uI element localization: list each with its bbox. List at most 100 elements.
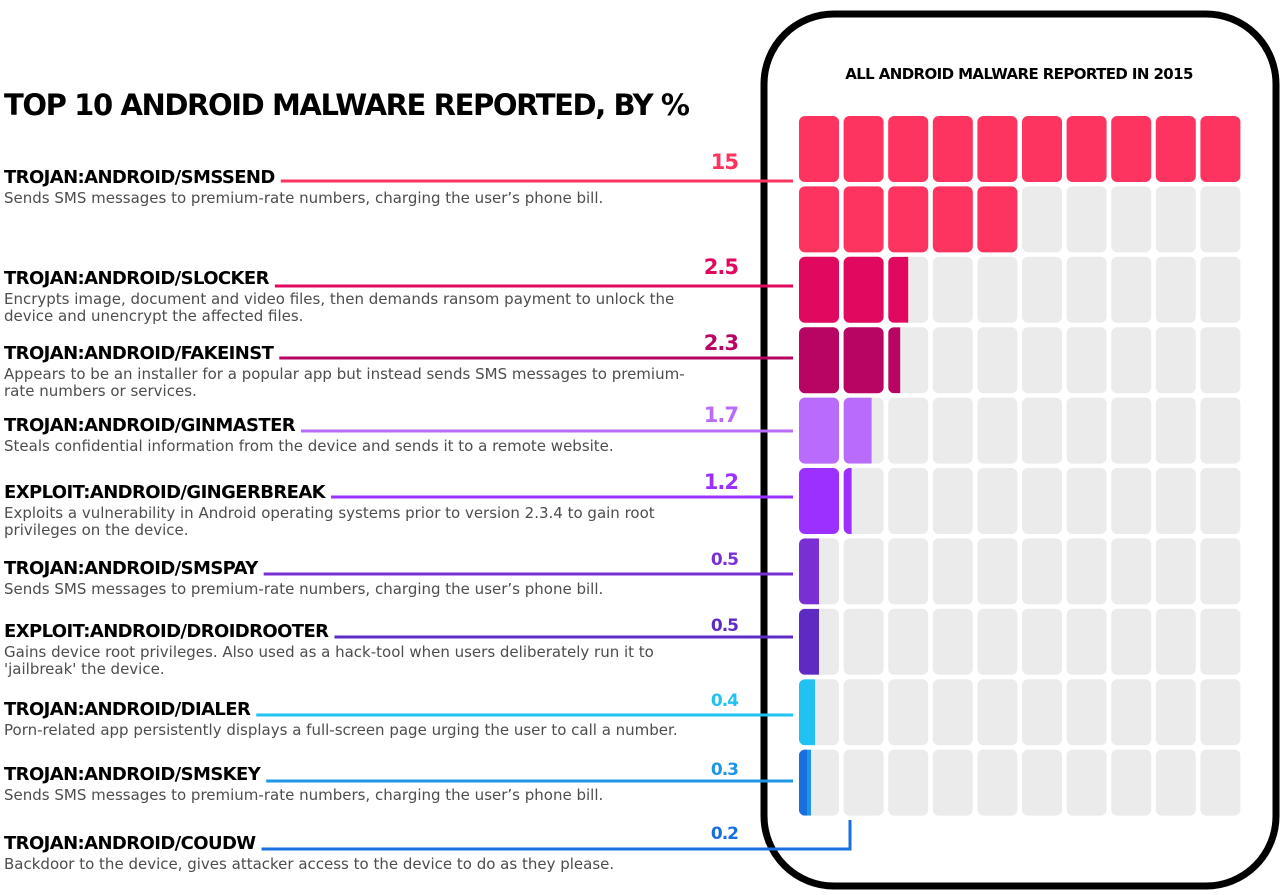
- waffle-cell: [977, 186, 1018, 253]
- legend-entry: TROJAN:ANDROID/SMSKEY Sends SMS messages…: [4, 764, 694, 804]
- waffle-cell-partial: [799, 538, 819, 605]
- waffle-cell-empty: [1022, 327, 1062, 394]
- waffle-cell-empty: [1066, 256, 1107, 323]
- waffle-cell: [799, 186, 839, 253]
- waffle-cell-partial: [799, 679, 815, 746]
- waffle-cell-empty: [1200, 749, 1241, 816]
- waffle-cell-empty: [932, 679, 973, 746]
- waffle-cell-empty: [1111, 538, 1152, 605]
- waffle-cell-empty: [977, 749, 1018, 816]
- waffle-cell-empty: [977, 327, 1018, 394]
- waffle-cell: [799, 256, 839, 323]
- waffle-cell-partial: [888, 327, 901, 394]
- legend-entry: TROJAN:ANDROID/GINMASTER Steals confiden…: [4, 415, 694, 455]
- waffle-cell-empty: [1200, 468, 1241, 534]
- waffle-cell-partial: [799, 608, 819, 675]
- waffle-cell-empty: [1022, 186, 1062, 253]
- waffle-cell-empty: [843, 679, 884, 746]
- panel-title: ALL ANDROID MALWARE REPORTED IN 2015: [845, 65, 1193, 83]
- waffle-cell-empty: [977, 468, 1018, 534]
- waffle-cell: [977, 116, 1018, 182]
- waffle-cell-empty: [1066, 608, 1107, 675]
- waffle-cell-empty: [1200, 608, 1241, 675]
- waffle-cell-empty: [932, 468, 973, 534]
- legend-entry: TROJAN:ANDROID/SMSSEND Sends SMS message…: [4, 167, 694, 207]
- entry-name: TROJAN:ANDROID/GINMASTER: [4, 415, 300, 437]
- waffle-cell: [799, 468, 839, 534]
- waffle-cell-empty: [1066, 327, 1107, 394]
- waffle-cell-empty: [1111, 679, 1152, 746]
- waffle-cell: [843, 116, 884, 182]
- waffle-cell-empty: [1155, 679, 1196, 746]
- waffle-cell-partial: [843, 397, 872, 464]
- waffle-cell-empty: [1200, 397, 1241, 464]
- entry-name: EXPLOIT:ANDROID/DROIDROOTER: [4, 621, 333, 643]
- data-label: 1.2: [703, 470, 739, 494]
- data-label: 2.3: [703, 331, 739, 355]
- entry-name: EXPLOIT:ANDROID/GINGERBREAK: [4, 482, 330, 504]
- waffle-cell-empty: [1022, 749, 1062, 816]
- legend-entry: TROJAN:ANDROID/SLOCKER Encrypts image, d…: [4, 268, 694, 325]
- waffle-cell-empty: [1155, 397, 1196, 464]
- waffle-cell-partial: [888, 256, 909, 323]
- waffle-cell: [888, 116, 929, 182]
- data-label: 0.4: [710, 691, 739, 711]
- waffle-cell-empty: [888, 679, 929, 746]
- waffle-cell: [843, 186, 884, 253]
- chart-title: TOP 10 ANDROID MALWARE REPORTED, BY %: [4, 88, 690, 122]
- waffle-cell-empty: [1111, 608, 1152, 675]
- waffle-cell-empty: [932, 608, 973, 675]
- waffle-cell-empty: [1155, 256, 1196, 323]
- entry-description: Sends SMS messages to premium-rate numbe…: [4, 189, 604, 207]
- legend-entry: TROJAN:ANDROID/SMSPAY Sends SMS messages…: [4, 558, 694, 598]
- waffle-cell-empty: [888, 749, 929, 816]
- waffle-cell: [799, 397, 839, 464]
- waffle-cell-empty: [1111, 468, 1152, 534]
- waffle-cell: [843, 327, 884, 394]
- waffle-cell-empty: [977, 538, 1018, 605]
- waffle-cell: [932, 116, 973, 182]
- waffle-cell-empty: [1111, 397, 1152, 464]
- waffle-cell-partial: [799, 749, 807, 816]
- waffle-cell-empty: [977, 397, 1018, 464]
- data-label: 0.2: [710, 824, 739, 844]
- entry-description: Porn-related app persistently displays a…: [4, 721, 678, 739]
- waffle-cell-empty: [1066, 538, 1107, 605]
- legend-entry: EXPLOIT:ANDROID/GINGERBREAK Exploits a v…: [4, 482, 694, 539]
- entry-description: Sends SMS messages to premium-rate numbe…: [4, 786, 604, 804]
- entry-description: Sends SMS messages to premium-rate numbe…: [4, 580, 604, 598]
- waffle-cell-empty: [932, 327, 973, 394]
- waffle-cell-empty: [1111, 256, 1152, 323]
- waffle-cell-empty: [1200, 186, 1241, 253]
- waffle-cell-empty: [1022, 256, 1062, 323]
- waffle-cell-empty: [1200, 256, 1241, 323]
- data-label: 2.5: [703, 255, 739, 279]
- waffle-cell-empty: [1066, 397, 1107, 464]
- waffle-cell-empty: [1155, 538, 1196, 605]
- waffle-cell-empty: [1022, 538, 1062, 605]
- data-label: 1.7: [703, 403, 739, 427]
- waffle-cell-empty: [1066, 679, 1107, 746]
- waffle-cell-empty: [977, 256, 1018, 323]
- waffle-cell-empty: [1066, 749, 1107, 816]
- waffle-cell-empty: [888, 468, 929, 534]
- legend-entry: TROJAN:ANDROID/DIALER Porn-related app p…: [4, 699, 694, 739]
- entry-description: Steals confidential information from the…: [4, 437, 614, 455]
- waffle-cell-empty: [1155, 749, 1196, 816]
- waffle-cell-empty: [888, 397, 929, 464]
- legend-entry: TROJAN:ANDROID/COUDW Backdoor to the dev…: [4, 833, 694, 873]
- waffle-cell-empty: [1066, 468, 1107, 534]
- waffle-cell-empty: [1111, 749, 1152, 816]
- waffle-cell-empty: [1111, 327, 1152, 394]
- entry-name: TROJAN:ANDROID/SLOCKER: [4, 268, 273, 290]
- data-label: 15: [710, 150, 739, 174]
- waffle-cell-empty: [1022, 679, 1062, 746]
- waffle-cell-empty: [1200, 327, 1241, 394]
- waffle-cell-partial: [843, 468, 852, 534]
- legend-entry: TROJAN:ANDROID/FAKEINST Appears to be an…: [4, 343, 694, 400]
- data-label: 0.5: [710, 616, 739, 636]
- entry-name: TROJAN:ANDROID/FAKEINST: [4, 343, 278, 365]
- waffle-cell-empty: [932, 538, 973, 605]
- waffle-cell: [843, 256, 884, 323]
- waffle-cell: [888, 186, 929, 253]
